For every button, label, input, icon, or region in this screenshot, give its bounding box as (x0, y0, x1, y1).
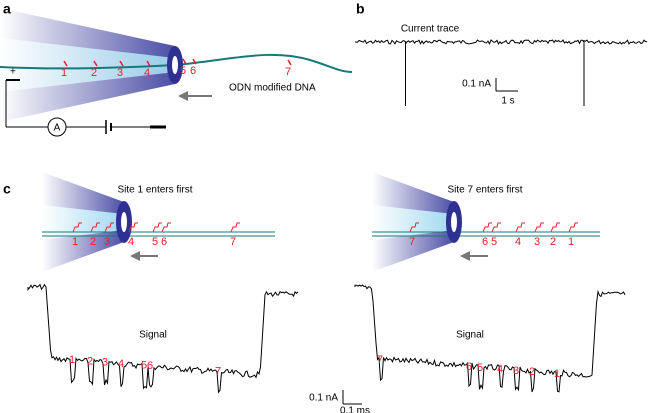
site-label: 3 (117, 67, 123, 79)
site-tick (515, 222, 525, 233)
plus-sign: + (10, 67, 16, 78)
pore-c-left (42, 172, 275, 272)
current-trace (355, 39, 648, 106)
event-label: 6 (466, 361, 472, 373)
site-label: 6 (190, 65, 196, 77)
scale-label: 1 s (501, 96, 514, 107)
site-tick (409, 222, 419, 233)
ammeter-label: A (54, 123, 61, 134)
pore-a (0, 8, 353, 122)
site-tick (63, 60, 68, 67)
site-tick (568, 222, 578, 233)
signal-trace (354, 284, 626, 393)
site-tick (90, 222, 100, 233)
trace-line (355, 39, 648, 106)
site-tick (152, 222, 162, 233)
event-label: 5 (141, 360, 147, 372)
event-label: 1 (554, 368, 560, 380)
site-tick (146, 60, 151, 67)
event-label: 7 (377, 354, 383, 366)
site-tick (534, 222, 544, 233)
site-tick (128, 222, 138, 233)
scale-label: 0.1 nA (309, 393, 338, 404)
site-label: 3 (104, 236, 110, 248)
panel-label: c (3, 181, 11, 197)
site-label: 1 (61, 67, 67, 79)
site-label: 7 (230, 236, 236, 248)
site-label: 2 (90, 236, 96, 248)
site-label: 2 (91, 67, 97, 79)
scale-label: 0.1 nA (462, 79, 491, 90)
site-label: 1 (568, 236, 574, 248)
panel-label: b (356, 1, 365, 17)
event-label: 2 (87, 355, 93, 367)
signal-trace (27, 283, 299, 394)
event-label: 4 (118, 358, 124, 370)
site-tick (287, 59, 292, 66)
site-tick (93, 60, 98, 67)
site-tick (104, 222, 114, 233)
site-tick (491, 222, 501, 233)
signal-label: Signal (139, 330, 167, 341)
site-label: 2 (550, 236, 556, 248)
trace-title: Current trace (401, 24, 460, 35)
site-label: 4 (515, 236, 521, 248)
event-label: 2 (529, 366, 535, 378)
site-tick (161, 222, 171, 233)
site-label: 4 (144, 67, 150, 79)
dna-label: ODN modified DNA (229, 83, 316, 94)
site-tick (482, 222, 492, 233)
scale-label: 0.1 ms (340, 406, 370, 413)
panel-title: Site 7 enters first (447, 185, 522, 196)
site-label: 6 (161, 236, 167, 248)
site-tick (230, 222, 240, 233)
signal-label: Signal (456, 330, 484, 341)
site-label: 5 (152, 236, 158, 248)
site-label: 6 (482, 236, 488, 248)
pore-c-right (372, 172, 600, 272)
event-label: 4 (497, 364, 503, 376)
event-label: 3 (102, 357, 108, 369)
site-label: 5 (180, 65, 186, 77)
site-tick (119, 60, 124, 67)
event-label: 3 (513, 365, 519, 377)
site-tick (192, 58, 197, 65)
site-label: 1 (72, 236, 78, 248)
event-label: 5 (477, 362, 483, 374)
site-label: 4 (128, 236, 134, 248)
circuit (5, 79, 166, 137)
event-label: 6 (147, 360, 153, 372)
panel-label: a (3, 1, 11, 17)
site-tick (182, 58, 187, 65)
scale-bar-b (495, 78, 518, 92)
event-label: 1 (69, 354, 75, 366)
site-label: 5 (491, 236, 497, 248)
panel-title: Site 1 enters first (117, 185, 192, 196)
scale-bar-c (342, 390, 362, 405)
site-tick (550, 222, 560, 233)
site-label: 7 (285, 66, 291, 78)
site-label: 3 (534, 236, 540, 248)
site-tick (72, 222, 82, 233)
site-label: 7 (409, 236, 415, 248)
event-label: 7 (215, 366, 221, 378)
